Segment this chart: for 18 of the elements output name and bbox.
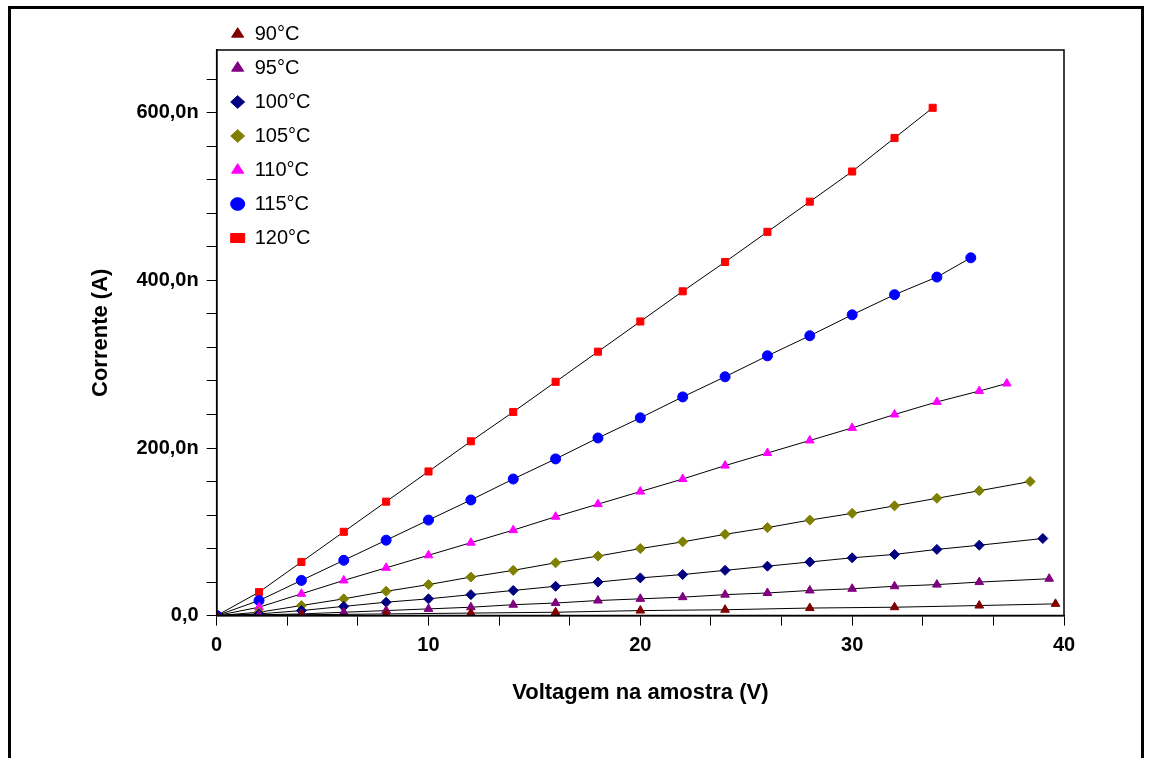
legend-label: 105°C bbox=[254, 123, 311, 146]
x-tick-label: 10 bbox=[417, 633, 440, 656]
x-tick-label: 40 bbox=[1052, 633, 1076, 656]
y-tick-label: 0,0 bbox=[170, 603, 199, 626]
x-axis-title: Voltagem na amostra (V) bbox=[512, 678, 769, 704]
legend-label: 90°C bbox=[254, 21, 300, 44]
x-tick-label: 30 bbox=[841, 633, 864, 656]
y-tick-label: 600,0n bbox=[136, 100, 199, 123]
y-axis-title: Corrente (A) bbox=[87, 268, 113, 397]
y-tick-label: 200,0n bbox=[136, 435, 199, 458]
x-tick-label: 20 bbox=[629, 633, 652, 656]
legend-label: 115°C bbox=[254, 191, 309, 214]
x-tick-label: 0 bbox=[211, 633, 223, 656]
legend-label: 120°C bbox=[254, 225, 311, 248]
legend-label: 110°C bbox=[254, 157, 309, 180]
legend-label: 95°C bbox=[254, 55, 300, 78]
legend-label: 100°C bbox=[254, 89, 311, 112]
y-tick-label: 400,0n bbox=[136, 267, 199, 290]
